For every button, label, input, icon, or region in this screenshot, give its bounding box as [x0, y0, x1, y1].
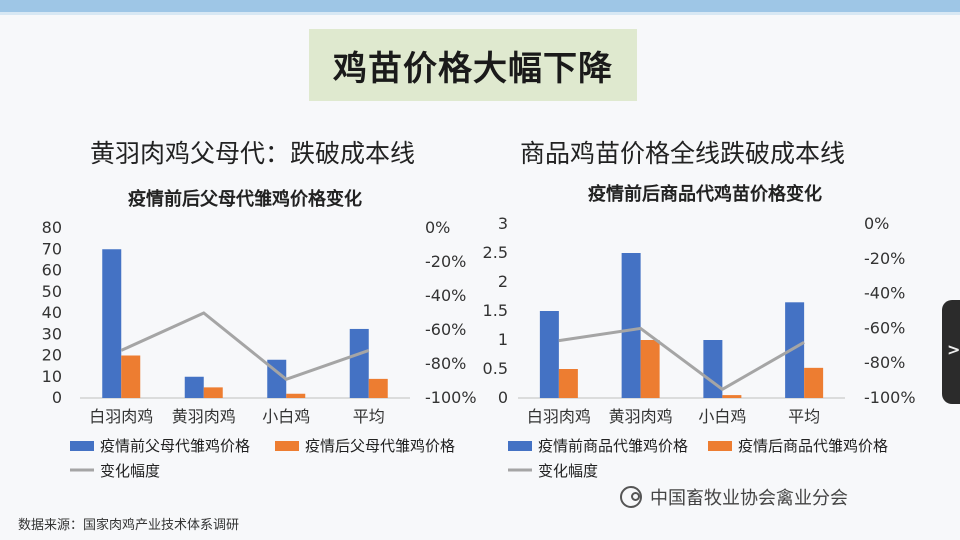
- watermark: 中国畜牧业协会禽业分会: [620, 484, 848, 510]
- y-right-tick-label: -100%: [864, 388, 916, 407]
- slide-title: 鸡苗价格大幅下降: [333, 48, 613, 89]
- bar-before: [539, 311, 559, 398]
- y-left-tick-label: 0.5: [483, 359, 508, 378]
- legend-swatch: [508, 441, 532, 451]
- legend-label: 疫情前父母代雏鸡价格: [100, 437, 250, 455]
- x-tick-label: 白羽肉鸡: [89, 407, 153, 426]
- y-left-tick-label: 2: [498, 272, 508, 291]
- y-left-tick-label: 20: [42, 346, 62, 365]
- y-left-tick-label: 30: [42, 324, 62, 343]
- y-left-tick-label: 2.5: [483, 243, 508, 262]
- chart-title: 疫情前后商品代鸡苗价格变化: [588, 183, 822, 205]
- title-banner: 鸡苗价格大幅下降: [309, 29, 637, 101]
- y-right-tick-label: -20%: [425, 252, 466, 271]
- data-source-note: 数据来源：国家肉鸡产业技术体系调研: [18, 518, 240, 533]
- y-left-tick-label: 50: [42, 282, 62, 301]
- y-right-tick-label: 0%: [425, 218, 450, 237]
- y-left-tick-label: 60: [42, 261, 62, 280]
- y-right-tick-label: -80%: [864, 353, 905, 372]
- legend-label: 变化幅度: [538, 462, 598, 480]
- y-left-tick-label: 10: [42, 367, 62, 386]
- bar-before: [184, 376, 204, 398]
- bar-after: [286, 393, 306, 398]
- y-left-tick-label: 40: [42, 303, 62, 322]
- y-right-tick-label: -40%: [864, 284, 905, 303]
- legend-label: 疫情后商品代雏鸡价格: [738, 437, 888, 455]
- y-right-tick-label: -20%: [864, 249, 905, 268]
- bar-after: [368, 378, 388, 398]
- y-right-tick-label: -100%: [425, 388, 477, 407]
- y-left-tick-label: 1.5: [483, 301, 508, 320]
- x-tick-label: 黄羽肉鸡: [609, 407, 673, 426]
- change-line: [120, 311, 370, 381]
- wechat-icon: [620, 486, 642, 508]
- y-left-tick-label: 0: [498, 388, 508, 407]
- legend-swatch: [275, 441, 299, 451]
- watermark-text: 中国畜牧业协会禽业分会: [650, 488, 848, 509]
- x-tick-label: 白羽肉鸡: [527, 407, 591, 426]
- bar-before: [621, 253, 641, 398]
- bar-after: [121, 355, 141, 398]
- bar-after: [804, 367, 824, 398]
- bar-after: [640, 340, 660, 398]
- x-tick-label: 黄羽肉鸡: [172, 407, 236, 426]
- y-left-tick-label: 0: [52, 388, 62, 407]
- y-right-tick-label: -60%: [425, 320, 466, 339]
- slide-top-bar: [0, 0, 960, 12]
- x-tick-label: 平均: [353, 407, 385, 426]
- left-heading: 黄羽肉鸡父母代：跌破成本线: [90, 139, 416, 168]
- legend-label: 变化幅度: [100, 462, 160, 480]
- chevron-right-icon: >: [947, 340, 960, 359]
- y-left-tick-label: 70: [42, 239, 62, 258]
- y-right-tick-label: 0%: [864, 214, 889, 233]
- bar-before: [349, 328, 369, 398]
- legend-swatch: [70, 441, 94, 451]
- y-right-tick-label: -80%: [425, 354, 466, 373]
- next-slide-tab[interactable]: >: [942, 300, 960, 404]
- legend-label: 疫情后父母代雏鸡价格: [305, 437, 455, 455]
- legend-label: 疫情前商品代雏鸡价格: [538, 437, 688, 455]
- y-left-tick-label: 80: [42, 218, 62, 237]
- bar-after: [722, 395, 742, 398]
- y-right-tick-label: -40%: [425, 286, 466, 305]
- bar-before: [785, 302, 805, 398]
- y-left-tick-label: 3: [498, 214, 508, 233]
- bar-before: [703, 340, 723, 398]
- x-tick-label: 小白鸡: [698, 407, 746, 426]
- x-tick-label: 小白鸡: [262, 407, 310, 426]
- change-line: [558, 326, 805, 392]
- legend-swatch: [708, 441, 732, 451]
- slide-top-line: [0, 12, 960, 15]
- x-tick-label: 平均: [788, 407, 820, 426]
- y-right-tick-label: -60%: [864, 318, 905, 337]
- bar-before: [102, 249, 122, 398]
- chart-title: 疫情前后父母代雏鸡价格变化: [128, 188, 362, 210]
- bar-after: [203, 387, 223, 398]
- y-left-tick-label: 1: [498, 330, 508, 349]
- right-heading: 商品鸡苗价格全线跌破成本线: [520, 139, 846, 168]
- bar-after: [558, 369, 578, 398]
